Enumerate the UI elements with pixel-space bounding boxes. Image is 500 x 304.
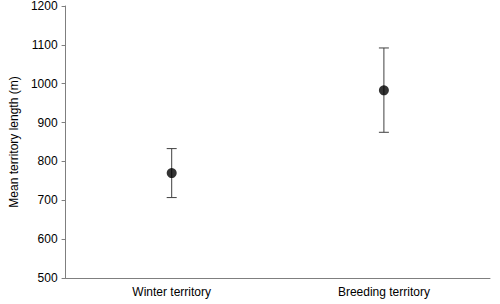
svg-text:1100: 1100 bbox=[32, 38, 58, 52]
svg-text:500: 500 bbox=[38, 271, 58, 285]
svg-text:1000: 1000 bbox=[31, 77, 58, 91]
svg-text:1200: 1200 bbox=[31, 0, 58, 13]
svg-text:600: 600 bbox=[38, 232, 58, 246]
svg-text:Winter territory: Winter territory bbox=[132, 285, 211, 299]
svg-text:700: 700 bbox=[38, 193, 58, 207]
svg-text:Mean territory length (m): Mean territory length (m) bbox=[7, 76, 21, 207]
svg-text:900: 900 bbox=[38, 116, 58, 130]
svg-text:800: 800 bbox=[38, 154, 58, 168]
svg-text:Breeding territory: Breeding territory bbox=[338, 285, 430, 299]
